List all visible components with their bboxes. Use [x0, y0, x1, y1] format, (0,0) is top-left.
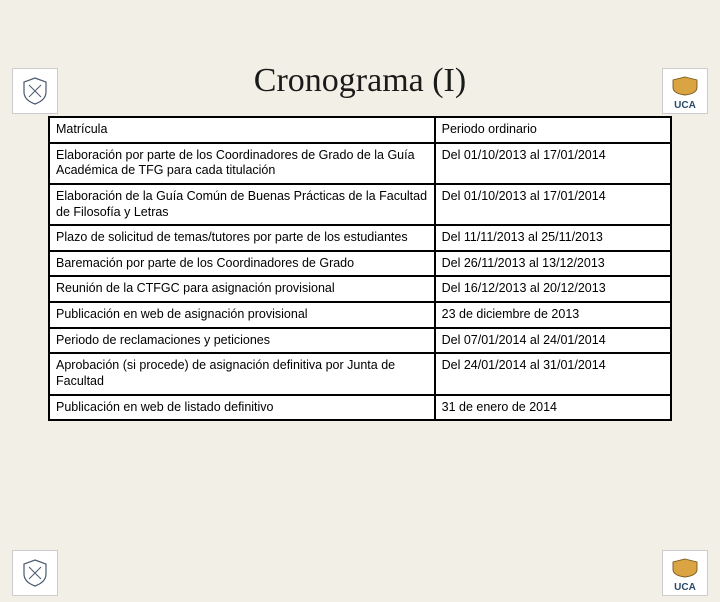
row-date: 23 de diciembre de 2013 — [435, 302, 671, 328]
row-date: Del 07/01/2014 al 24/01/2014 — [435, 328, 671, 354]
row-date: Del 24/01/2014 al 31/01/2014 — [435, 353, 671, 394]
row-description: Plazo de solicitud de temas/tutores por … — [49, 225, 435, 251]
table-row: Publicación en web de asignación provisi… — [49, 302, 671, 328]
table-row: Elaboración por parte de los Coordinador… — [49, 143, 671, 184]
shield-icon — [670, 71, 700, 101]
table-row: Baremación por parte de los Coordinadore… — [49, 251, 671, 277]
row-description: Aprobación (si procede) de asignación de… — [49, 353, 435, 394]
row-description: Baremación por parte de los Coordinadore… — [49, 251, 435, 277]
page-title: Cronograma (I) — [0, 62, 720, 100]
row-date: Del 16/12/2013 al 20/12/2013 — [435, 276, 671, 302]
table-row: MatrículaPeriodo ordinario — [49, 117, 671, 143]
crest-logo-bottom-left — [12, 550, 58, 596]
crest-logo-top-left — [12, 68, 58, 114]
schedule-table: MatrículaPeriodo ordinarioElaboración po… — [48, 116, 672, 421]
shield-icon — [20, 558, 50, 588]
table-row: Reunión de la CTFGC para asignación prov… — [49, 276, 671, 302]
row-date: Del 11/11/2013 al 25/11/2013 — [435, 225, 671, 251]
row-description: Periodo de reclamaciones y peticiones — [49, 328, 435, 354]
row-date: Periodo ordinario — [435, 117, 671, 143]
row-description: Reunión de la CTFGC para asignación prov… — [49, 276, 435, 302]
row-description: Publicación en web de asignación provisi… — [49, 302, 435, 328]
uca-logo-bottom-right: UCA — [662, 550, 708, 596]
table-row: Elaboración de la Guía Común de Buenas P… — [49, 184, 671, 225]
row-date: Del 01/10/2013 al 17/01/2014 — [435, 143, 671, 184]
schedule-table-container: MatrículaPeriodo ordinarioElaboración po… — [48, 116, 672, 421]
row-description: Matrícula — [49, 117, 435, 143]
row-date: Del 26/11/2013 al 13/12/2013 — [435, 251, 671, 277]
uca-text: UCA — [674, 583, 696, 593]
table-row: Aprobación (si procede) de asignación de… — [49, 353, 671, 394]
row-date: Del 01/10/2013 al 17/01/2014 — [435, 184, 671, 225]
table-row: Publicación en web de listado definitivo… — [49, 395, 671, 421]
uca-logo-top-right: UCA — [662, 68, 708, 114]
row-date: 31 de enero de 2014 — [435, 395, 671, 421]
shield-icon — [670, 553, 700, 583]
row-description: Elaboración de la Guía Común de Buenas P… — [49, 184, 435, 225]
table-row: Periodo de reclamaciones y peticionesDel… — [49, 328, 671, 354]
row-description: Elaboración por parte de los Coordinador… — [49, 143, 435, 184]
table-row: Plazo de solicitud de temas/tutores por … — [49, 225, 671, 251]
uca-text: UCA — [674, 101, 696, 111]
row-description: Publicación en web de listado definitivo — [49, 395, 435, 421]
shield-icon — [20, 76, 50, 106]
